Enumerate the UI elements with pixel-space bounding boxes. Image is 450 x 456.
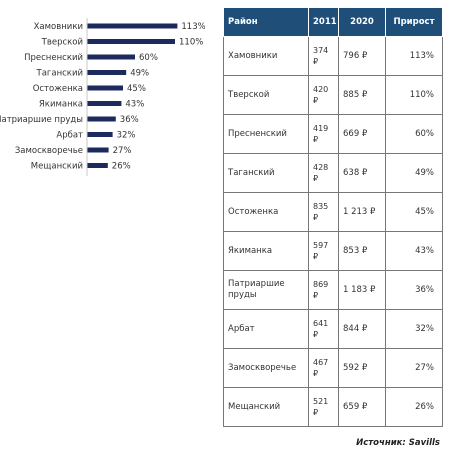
table-cell-district: Хамовники	[223, 36, 309, 76]
table-body: Хамовники 374 ₽796 ₽113% Тверской 420 ₽885 …	[223, 36, 443, 427]
table-cell-price-2020: 1 183 ₽	[338, 270, 386, 310]
data-label: 49%	[130, 69, 149, 79]
table-cell-price-2011: 420 ₽	[308, 75, 339, 115]
table-cell-price-2011: 428 ₽	[308, 153, 339, 193]
header-2020: 2020	[338, 7, 386, 37]
header-district: Район	[223, 7, 309, 37]
category-label: Якиманка	[39, 100, 83, 110]
data-label: 32%	[117, 131, 136, 141]
category-label: Пресненский	[24, 53, 83, 63]
bar	[87, 116, 116, 122]
table-cell-price-2011: 467 ₽	[308, 348, 339, 388]
category-label: Патриаршие пруды	[0, 115, 83, 125]
table-cell-district: Пресненский	[223, 114, 309, 154]
table-cell-growth: 60%	[385, 114, 443, 154]
table-row: Якиманка 597 ₽853 ₽43%	[223, 231, 443, 271]
data-label: 45%	[127, 84, 146, 94]
table-cell-price-2020: 638 ₽	[338, 153, 386, 193]
table-row: Остоженка 835 ₽1 213 ₽45%	[223, 192, 443, 232]
table-cell-district: Остоженка	[223, 192, 309, 232]
growth-bar-chart: Хамовники 113% Тверской 110% Пресненский 60% Т…	[0, 18, 205, 176]
table-row: Арбат 641 ₽844 ₽32%	[223, 309, 443, 349]
table-header-row: Район 2011 2020 Прирост	[223, 7, 443, 37]
table-cell-district: Патриаршие пруды	[223, 270, 309, 310]
table-cell-price-2020: 659 ₽	[338, 387, 386, 427]
category-label: Таганский	[36, 69, 84, 79]
table-cell-growth: 26%	[385, 387, 443, 427]
table-row: Хамовники 374 ₽796 ₽113%	[223, 36, 443, 76]
table-cell-district: Якиманка	[223, 231, 309, 271]
table-cell-price-2020: 592 ₽	[338, 348, 386, 388]
bar	[87, 39, 175, 44]
table-cell-district: Таганский	[223, 153, 309, 193]
data-label: 26%	[112, 162, 131, 172]
table-cell-price-2020: 885 ₽	[338, 75, 386, 115]
table-cell-price-2011: 597 ₽	[308, 231, 339, 271]
table-cell-growth: 43%	[385, 231, 443, 271]
bar	[87, 147, 109, 153]
table-cell-growth: 49%	[385, 153, 443, 193]
bar	[87, 54, 135, 60]
table-row: Замоскворечье 467 ₽592 ₽27%	[223, 348, 443, 388]
table-row: Тверской 420 ₽885 ₽110%	[223, 75, 443, 115]
district-price-table: Район 2011 2020 Прирост Хамовники 374 ₽79…	[223, 7, 443, 427]
table-cell-price-2011: 419 ₽	[308, 114, 339, 154]
bar	[87, 163, 108, 168]
bars-layer: Хамовники 113% Тверской 110% Пресненский 60% Т…	[0, 22, 205, 172]
category-label: Хамовники	[34, 22, 83, 32]
data-label: 110%	[179, 38, 203, 48]
table-cell-price-2011: 521 ₽	[308, 387, 339, 427]
table-cell-price-2020: 1 213 ₽	[338, 192, 386, 232]
table-cell-price-2011: 641 ₽	[308, 309, 339, 349]
table-cell-district: Замоскворечье	[223, 348, 309, 388]
table-cell-growth: 27%	[385, 348, 443, 388]
table-cell-district: Мещанский	[223, 387, 309, 427]
bar	[87, 132, 113, 137]
table-row: Патриаршие пруды 869 ₽1 183 ₽36%	[223, 270, 443, 310]
table-cell-district: Арбат	[223, 309, 309, 349]
table-cell-price-2020: 844 ₽	[338, 309, 386, 349]
table-cell-price-2020: 796 ₽	[338, 36, 386, 76]
table-row: Пресненский 419 ₽669 ₽60%	[223, 114, 443, 154]
header-growth: Прирост	[385, 7, 443, 37]
table-row: Таганский 428 ₽638 ₽49%	[223, 153, 443, 193]
data-label: 43%	[125, 100, 144, 110]
table-cell-price-2011: 835 ₽	[308, 192, 339, 232]
category-label: Тверской	[41, 38, 83, 48]
data-label: 27%	[113, 146, 132, 156]
table-cell-growth: 36%	[385, 270, 443, 310]
category-label: Арбат	[56, 131, 83, 141]
data-label: 113%	[181, 22, 205, 32]
data-label: 60%	[139, 53, 158, 63]
table-cell-price-2011: 869 ₽	[308, 270, 339, 310]
table-cell-price-2011: 374 ₽	[308, 36, 339, 76]
source-note: Источник: Savills	[356, 438, 440, 448]
table-cell-growth: 32%	[385, 309, 443, 349]
category-label: Мещанский	[31, 162, 83, 172]
bar	[87, 101, 122, 106]
table-cell-district: Тверской	[223, 75, 309, 115]
bar	[87, 23, 178, 29]
table-cell-growth: 113%	[385, 36, 443, 76]
category-label: Остоженка	[33, 84, 83, 94]
table-cell-growth: 45%	[385, 192, 443, 232]
table-cell-price-2020: 669 ₽	[338, 114, 386, 154]
bar	[87, 85, 123, 91]
bar	[87, 70, 127, 75]
table-cell-price-2020: 853 ₽	[338, 231, 386, 271]
header-2011: 2011	[308, 7, 339, 37]
category-label: Замоскворечье	[15, 146, 83, 156]
data-label: 36%	[120, 115, 139, 125]
table-row: Мещанский 521 ₽659 ₽26%	[223, 387, 443, 427]
table-cell-growth: 110%	[385, 75, 443, 115]
